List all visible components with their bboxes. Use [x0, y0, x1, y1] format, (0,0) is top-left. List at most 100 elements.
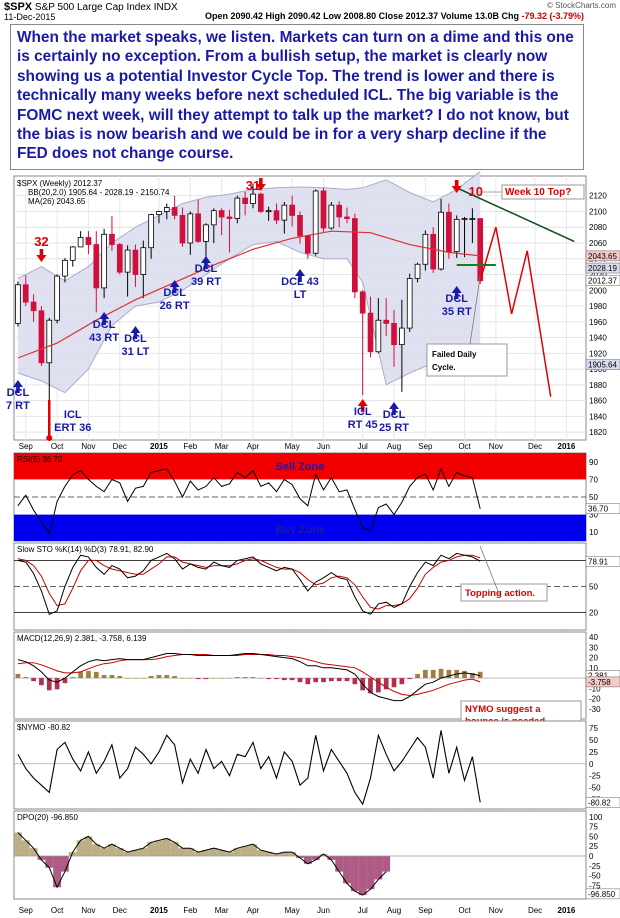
candle-body — [148, 214, 154, 249]
candle-body — [289, 204, 295, 216]
candle-body — [328, 204, 335, 229]
dpo-area-segment — [241, 846, 250, 856]
dpo-line — [17, 832, 387, 896]
candle-body — [171, 207, 178, 216]
nymo-title: $NYMO -80.82 — [17, 723, 71, 732]
month-label-bottom: 2015 — [150, 906, 168, 915]
label-dcl-35rt: 35 RT — [442, 306, 472, 318]
month-label-bottom: Feb — [183, 906, 197, 915]
dpo-area-segment — [21, 840, 30, 856]
candle-body — [187, 213, 194, 244]
dpo-area-segment — [92, 844, 101, 856]
dpo-area-segment — [29, 848, 38, 856]
dpo-area-segment — [374, 855, 383, 880]
candle-body — [453, 218, 460, 253]
dpo-area-segment — [202, 850, 210, 856]
nymo-axis-tick: -50 — [589, 784, 601, 793]
price-tag-close: 2012.37 — [588, 277, 617, 286]
label-dcl-25rt-arrow-head — [389, 402, 400, 409]
candle-body — [469, 218, 476, 220]
candle-body — [38, 310, 45, 364]
price-axis-tick: 2080 — [589, 223, 607, 232]
dpo-area-segment — [350, 855, 359, 892]
dpo-area-segment — [335, 855, 344, 872]
dpo-axis-tick: 50 — [589, 832, 598, 841]
price-tag-bb-mid-bg — [585, 262, 620, 274]
label-dcl-39rt-arrow-head — [200, 256, 211, 263]
candle-body — [226, 216, 233, 219]
candle-body — [242, 197, 248, 204]
macd-axis-tick: 40 — [589, 633, 598, 642]
price-axis-tick: 1940 — [589, 334, 607, 343]
candle-body — [85, 237, 92, 245]
dpo-area-segment — [209, 848, 218, 856]
macd-histogram-bar — [211, 678, 217, 679]
macd-histogram-bar — [281, 678, 287, 681]
dpo-axis-tick: -75 — [589, 881, 601, 890]
change-value: -79.32 (-3.79%) — [521, 11, 585, 21]
month-label-mid: Aug — [387, 442, 401, 451]
callout-nymo-1: NYMO suggest a — [465, 704, 541, 715]
month-label-mid: Nov — [489, 442, 503, 451]
macd-histogram-bar — [93, 671, 99, 679]
sell-zone-label: Sell Zone — [276, 461, 325, 473]
candle-body — [273, 210, 280, 221]
candle-body — [265, 210, 272, 213]
dpo-value-tag-bg — [585, 888, 620, 900]
month-label-bottom: Nov — [81, 906, 95, 915]
callout-failed-2: Cycle. — [432, 363, 456, 372]
candle-body — [477, 218, 484, 282]
candle-body — [320, 190, 327, 229]
nymo-value-tag: -80.82 — [588, 798, 611, 807]
callout-topping: Topping action. — [465, 588, 535, 599]
dpo-area-segment — [53, 855, 62, 888]
price-title: $SPX (Weekly) 2012.37 — [17, 179, 103, 188]
month-label-mid: Nov — [81, 442, 95, 451]
dpo-area-segment — [217, 850, 226, 856]
macd-histogram-bar — [368, 678, 373, 694]
icl-dot — [46, 435, 53, 441]
macd-histogram-bar — [328, 678, 334, 682]
candle-body — [359, 291, 366, 314]
label-dcl-26rt-arrow-head — [169, 280, 180, 287]
label-icl-rt45-arrow-head — [357, 399, 368, 406]
label-dcl-39rt: 39 RT — [191, 276, 221, 288]
callout-failed-leader — [469, 275, 481, 345]
macd-histogram-bar — [62, 678, 68, 684]
price-tag-close-bg — [585, 275, 620, 286]
sto-title: Slow STO %K(14) %D(3) 78.91, 82.90 — [17, 545, 154, 554]
exchange: INDX — [153, 2, 178, 13]
month-label-bottom: May — [285, 906, 300, 915]
price-axis-tick: 2000 — [589, 286, 607, 295]
label-icl-ert36: ERT 36 — [54, 422, 91, 434]
top-arrow-10-head — [451, 186, 462, 193]
macd-histogram-bar — [250, 677, 256, 679]
macd-histogram-bar — [125, 678, 130, 679]
macd-line — [17, 653, 481, 702]
rsi-value-tag: 36.70 — [588, 505, 609, 514]
candle-body — [422, 233, 429, 265]
macd-title: MACD(12,26,9) 2.381, -3.758, 6.139 — [17, 634, 147, 643]
label-dcl-7rt-arrow-head — [12, 380, 23, 387]
top-arrow-32-head — [36, 255, 47, 262]
month-label-bottom: Dec — [113, 906, 127, 915]
sto-k-line — [17, 552, 481, 615]
label-dcl-43rt-arrow-head — [99, 312, 110, 319]
rsi-axis-tick: 30 — [589, 511, 598, 520]
price-tag-ma: 2043.65 — [588, 252, 617, 261]
candle-body — [344, 216, 350, 219]
label-icl-ert36: ICL — [64, 409, 82, 421]
dpo-area-segment — [45, 855, 54, 868]
macd-histogram-bar — [39, 678, 44, 686]
month-label-bottom: Mar — [215, 906, 229, 915]
sto-value-tag-bg — [585, 556, 620, 567]
label-dcl-43rt: DCL — [93, 319, 116, 331]
dpo-area-segment — [358, 855, 367, 896]
sell-zone — [14, 453, 586, 480]
price-axis-tick: 1960 — [589, 318, 607, 327]
ma-legend: MA(26) 2043.65 — [28, 197, 86, 206]
price-axis-tick: 2060 — [589, 239, 607, 248]
dpo-area-segment — [108, 844, 116, 856]
rsi-axis-tick: 70 — [589, 475, 598, 484]
macd-histogram-bar — [86, 670, 91, 679]
